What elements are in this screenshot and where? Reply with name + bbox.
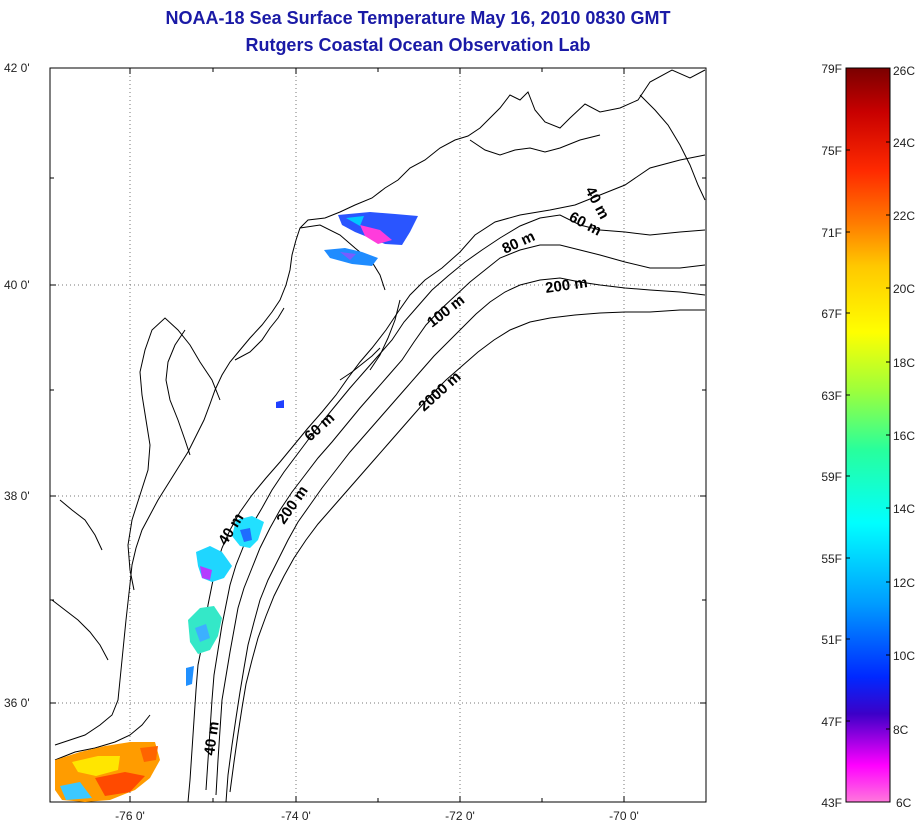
colorbar-fahrenheit-labels: 79F 75F 71F 67F 63F 59F 55F 51F 47F 43F bbox=[821, 62, 842, 810]
colorbar-celsius-labels: 26C 24C 22C 20C 18C 16C 14C 12C 10C 8C 6… bbox=[893, 64, 915, 810]
colorbar-c-label: 20C bbox=[893, 282, 915, 296]
lat-tick-labels: 42 0' 40 0' 38 0' 36 0' bbox=[4, 61, 30, 710]
coastline bbox=[51, 69, 706, 761]
contour-label: 200 m bbox=[544, 274, 588, 297]
frame-ticks bbox=[50, 68, 706, 802]
contour-label: 40 m bbox=[201, 720, 223, 756]
colorbar-c-label: 22C bbox=[893, 209, 915, 223]
colorbar-c-label: 6C bbox=[896, 796, 912, 810]
colorbar-c-label: 12C bbox=[893, 576, 915, 590]
colorbar-f-label: 63F bbox=[821, 389, 842, 403]
colorbar-c-label: 26C bbox=[893, 64, 915, 78]
colorbar-c-label: 18C bbox=[893, 356, 915, 370]
lon-tick-label: -76 0' bbox=[115, 809, 145, 823]
colorbar-f-label: 79F bbox=[821, 62, 842, 76]
map-subtitle: Rutgers Coastal Ocean Observation Lab bbox=[245, 35, 591, 55]
lat-tick-label: 36 0' bbox=[4, 696, 30, 710]
colorbar bbox=[845, 67, 891, 803]
colorbar-c-label: 10C bbox=[893, 649, 915, 663]
lat-tick-label: 40 0' bbox=[4, 278, 30, 292]
colorbar-c-label: 8C bbox=[893, 723, 909, 737]
lat-tick-label: 42 0' bbox=[4, 61, 30, 75]
colorbar-ticks bbox=[846, 141, 890, 730]
colorbar-f-label: 51F bbox=[821, 633, 842, 647]
colorbar-f-label: 55F bbox=[821, 552, 842, 566]
lon-tick-label: -70 0' bbox=[609, 809, 639, 823]
colorbar-c-label: 16C bbox=[893, 429, 915, 443]
graticule bbox=[50, 68, 706, 802]
colorbar-f-label: 75F bbox=[821, 144, 842, 158]
bathymetry-contours bbox=[187, 154, 706, 802]
colorbar-f-label: 59F bbox=[821, 470, 842, 484]
colorbar-f-label: 47F bbox=[821, 715, 842, 729]
lat-tick-label: 38 0' bbox=[4, 489, 30, 503]
lon-tick-label: -74 0' bbox=[281, 809, 311, 823]
map-title: NOAA-18 Sea Surface Temperature May 16, … bbox=[165, 8, 671, 28]
colorbar-f-label: 71F bbox=[821, 226, 842, 240]
colorbar-f-label: 43F bbox=[821, 796, 842, 810]
colorbar-c-label: 24C bbox=[893, 136, 915, 150]
colorbar-f-label: 67F bbox=[821, 307, 842, 321]
sst-data bbox=[55, 212, 418, 802]
lon-tick-label: -72 0' bbox=[445, 809, 475, 823]
lon-tick-labels: -76 0' -74 0' -72 0' -70 0' bbox=[115, 809, 639, 823]
map-frame bbox=[49, 67, 707, 803]
colorbar-c-label: 14C bbox=[893, 502, 915, 516]
